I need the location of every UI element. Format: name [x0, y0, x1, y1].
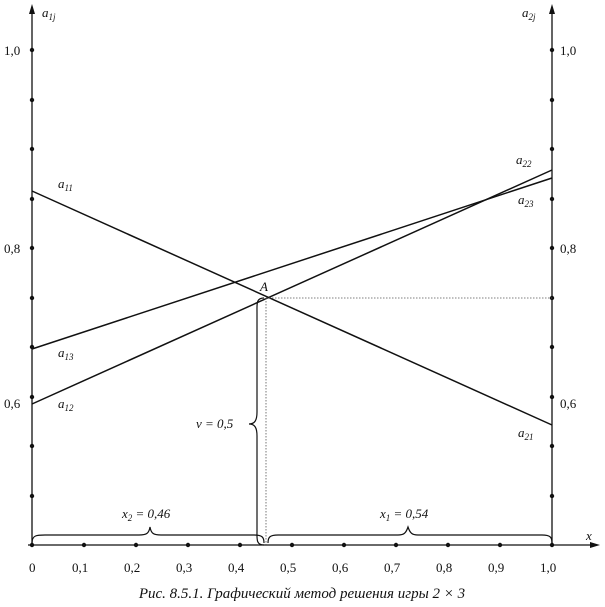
- value-label: v = 0,5: [196, 416, 234, 431]
- y-tick-right-1-0: 1,0: [560, 43, 576, 58]
- value-brace: [248, 297, 265, 546]
- x-axis-arrow: [590, 542, 600, 548]
- x-tick-0-4: 0,4: [228, 560, 245, 575]
- y-tick-left-0-8: 0,8: [4, 241, 20, 256]
- label-a11: a11: [58, 176, 73, 193]
- x-tick-0-8: 0,8: [436, 560, 452, 575]
- x-tick-0-7: 0,7: [384, 560, 401, 575]
- label-a21: a21: [518, 425, 534, 442]
- right-axis-label: a2j: [522, 5, 536, 22]
- y-tick-right-0-8: 0,8: [560, 241, 576, 256]
- figure-caption: Рис. 8.5.1. Графический метод решения иг…: [138, 586, 465, 602]
- point-a-label: A: [259, 279, 268, 294]
- y-tick-left-1-0: 1,0: [4, 43, 20, 58]
- x-axis-dots: [81, 542, 503, 548]
- x1-label: x1 = 0,54: [379, 506, 429, 523]
- x-tick-0-3: 0,3: [176, 560, 192, 575]
- line-a13-a23: [31, 177, 553, 350]
- label-a12: a12: [58, 396, 74, 413]
- x-tick-labels: 0 0,1 0,2 0,3 0,4 0,5 0,6 0,7 0,8 0,9 1,…: [29, 560, 556, 575]
- label-a22: a22: [516, 152, 532, 169]
- line-a12-a22: [31, 169, 553, 405]
- x2-brace: [31, 526, 265, 544]
- x-tick-1-0: 1,0: [540, 560, 556, 575]
- y-tick-right-0-6: 0,6: [560, 396, 577, 411]
- x-axis-label: x: [585, 528, 592, 543]
- x1-brace: [267, 525, 553, 544]
- x-tick-0: 0: [29, 560, 36, 575]
- y-tick-left-0-6: 0,6: [4, 396, 21, 411]
- x-tick-0-2: 0,2: [124, 560, 140, 575]
- x-tick-0-6: 0,6: [332, 560, 349, 575]
- right-axis-dots: [549, 47, 555, 548]
- right-axis-arrow: [549, 4, 555, 14]
- x-tick-0-1: 0,1: [72, 560, 88, 575]
- label-a13: a13: [58, 345, 74, 362]
- line-a11-a21: [31, 190, 553, 426]
- x2-label: x2 = 0,46: [121, 506, 171, 523]
- x-tick-0-5: 0,5: [280, 560, 296, 575]
- label-a23: a23: [518, 192, 534, 209]
- left-axis-label: a1j: [42, 5, 56, 22]
- x-tick-0-9: 0,9: [488, 560, 504, 575]
- left-axis-arrow: [29, 4, 35, 14]
- left-axis-dots: [29, 47, 35, 548]
